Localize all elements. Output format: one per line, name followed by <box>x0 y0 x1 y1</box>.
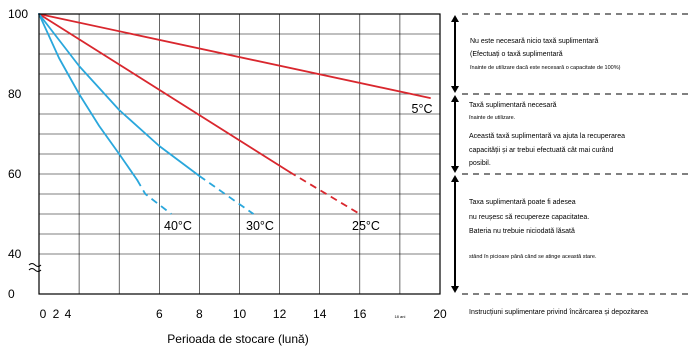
y-tick-label: 100 <box>8 7 28 21</box>
annotation-3-line-4: stând în picioare până când se atinge ac… <box>469 254 597 260</box>
series-line-2 <box>38 13 291 173</box>
series-dashed-2 <box>289 171 361 215</box>
arrow-up-icon <box>451 95 459 102</box>
series-line-4 <box>38 13 139 181</box>
axis-break-mark <box>28 268 42 272</box>
x-tick-label: 0 <box>40 307 47 321</box>
series-label-2: 25°C <box>352 219 380 233</box>
series-layer: 5°C 25°C 30°C 40°C <box>38 13 433 233</box>
annotation-1-line-2: (Efectuați o taxă suplimentară <box>470 51 563 58</box>
x-axis-label: Perioada de stocare (lună) <box>167 332 308 346</box>
annotation-1-line-1: Nu este necesară nicio taxă suplimentară <box>470 38 599 45</box>
y-tick-label: 80 <box>8 87 22 101</box>
annotation-2-line-2: înainte de utilizare. <box>468 115 516 121</box>
series-label-1: 5°C <box>412 102 433 116</box>
x-tick-label: 6 <box>156 307 163 321</box>
x-tick-label: 8 <box>196 307 203 321</box>
axis-break-mark <box>28 263 42 267</box>
x-tick-label: 14 <box>313 307 327 321</box>
series-line-1 <box>38 13 431 99</box>
arrow-up-icon <box>451 15 459 22</box>
annotation-2-line-3: Această taxă suplimentară va ajuta la re… <box>469 133 625 140</box>
y-tick-label: 0 <box>8 287 15 301</box>
bracket-layer <box>451 13 690 295</box>
series-label-4: 40°C <box>164 219 192 233</box>
annotation-3-line-3: Bateria nu trebuie niciodată lăsată <box>469 228 575 235</box>
y-tick-label: 60 <box>8 167 22 181</box>
annotation-2-line-5: posibil. <box>469 160 491 167</box>
arrow-down-icon <box>451 86 459 93</box>
x-tick-label: 2 <box>53 307 60 321</box>
arrow-down-icon <box>451 286 459 293</box>
x-tick-label: 18 ani <box>394 314 405 319</box>
arrow-up-icon <box>451 175 459 182</box>
x-tick-label: 20 <box>433 307 447 321</box>
x-tick-label: 4 <box>65 307 72 321</box>
arrow-down-icon <box>451 166 459 173</box>
series-dashed-4 <box>136 179 172 215</box>
series-label-3: 30°C <box>246 219 274 233</box>
footer-note: Instrucțiuni suplimentare privind încărc… <box>469 309 648 316</box>
y-tick-label: 40 <box>8 247 22 261</box>
x-tick-label: 10 <box>233 307 247 321</box>
annotation-2-line-4: capacității și ar trebui efectuată cât m… <box>469 147 613 154</box>
annotation-3-line-2: nu reușesc să recupereze capacitatea. <box>469 214 589 221</box>
x-tick-label: 16 <box>353 307 367 321</box>
grid <box>39 14 440 294</box>
plot-frame <box>38 13 441 295</box>
annotation-2-line-1: Taxă suplimentară necesară <box>469 102 557 109</box>
annotation-1-line-3: înainte de utilizare dacă este necesară … <box>469 65 621 71</box>
series-dashed-3 <box>198 175 255 215</box>
x-tick-label: 12 <box>273 307 287 321</box>
annotation-3-line-1: Taxa suplimentară poate fi adesea <box>469 199 576 206</box>
series-line-3 <box>38 13 201 177</box>
